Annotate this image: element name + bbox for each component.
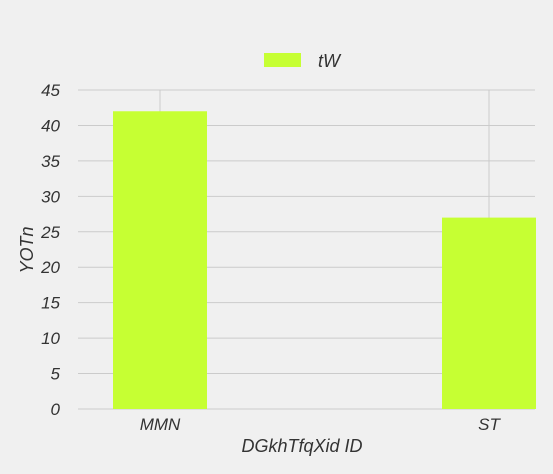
y-tick-label: 15: [41, 294, 60, 313]
x-tick-label: ST: [478, 415, 501, 434]
legend-label: tW: [318, 51, 342, 71]
y-tick-label: 35: [41, 152, 60, 171]
y-tick-label: 10: [41, 329, 60, 348]
y-tick-label: 0: [51, 400, 61, 419]
legend: tW: [264, 51, 342, 71]
y-axis-label: YOTn: [17, 226, 37, 273]
y-tick-label: 5: [51, 365, 61, 384]
y-axis-ticks: 0 5 10 15 20 25 30 35 40 45: [40, 81, 60, 419]
x-axis-label: DGkhTfqXid ID: [241, 436, 362, 456]
bar-st: [442, 217, 536, 409]
bar-mmn: [113, 111, 207, 410]
y-tick-label: 25: [40, 223, 60, 242]
legend-swatch: [264, 53, 301, 67]
x-tick-label: MMN: [140, 415, 181, 434]
y-tick-label: 40: [41, 116, 60, 135]
y-tick-label: 45: [41, 81, 60, 100]
bars: [113, 111, 536, 410]
x-axis-ticks: MMN ST: [140, 415, 502, 434]
y-tick-label: 30: [41, 187, 60, 206]
y-tick-label: 20: [40, 258, 60, 277]
